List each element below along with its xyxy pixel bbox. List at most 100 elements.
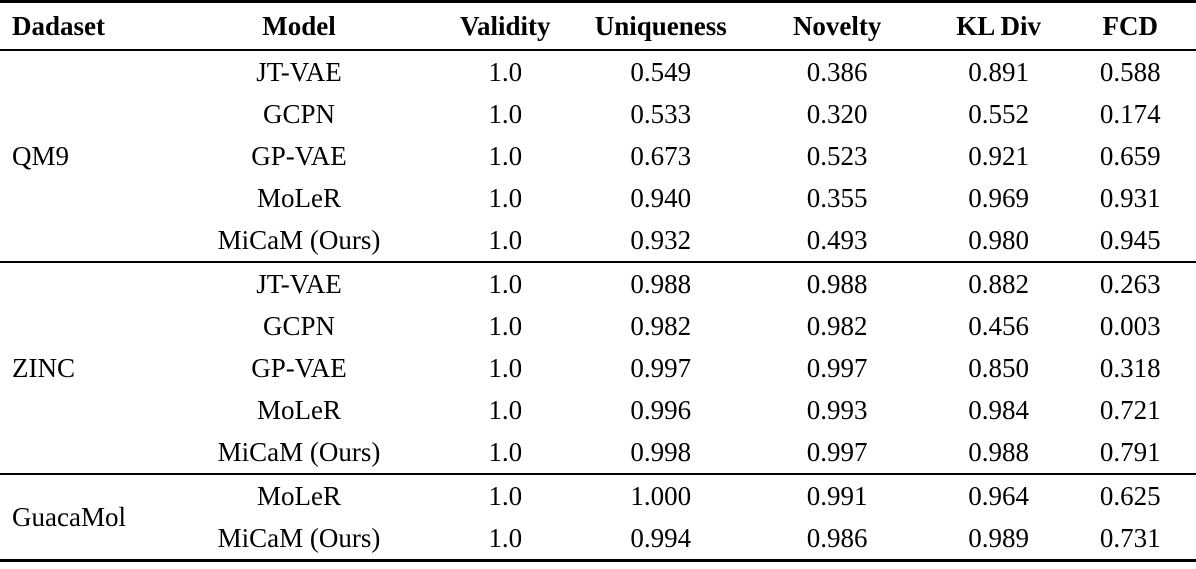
validity-cell: 1.0 <box>488 437 523 467</box>
kl-div-cell: 0.980 <box>968 225 1029 255</box>
validity-cell: 1.0 <box>488 183 523 213</box>
kl-div-cell: 0.882 <box>968 269 1029 299</box>
novelty-cell: 0.993 <box>806 395 868 425</box>
fcd-cell: 0.945 <box>1099 225 1161 255</box>
table-row: MoLeR 1.0 0.940 0.355 0.969 0.931 <box>0 177 1196 219</box>
validity-cell: 1.0 <box>488 99 523 129</box>
validity-cell: 1.0 <box>488 481 523 511</box>
table-row: GuacaMol MoLeR 1.0 1.000 0.991 0.964 0.6… <box>0 474 1196 532</box>
header-uniqueness: Uniqueness <box>594 11 727 41</box>
model-cell: MiCaM (Ours) <box>217 225 381 255</box>
validity-cell: 1.0 <box>488 523 523 553</box>
novelty-cell: 0.386 <box>806 57 868 87</box>
validity-cell: 1.0 <box>488 311 523 341</box>
uniqueness-cell: 0.982 <box>630 311 692 341</box>
novelty-cell: 0.991 <box>806 481 868 511</box>
validity-cell: 1.0 <box>488 141 523 171</box>
fcd-cell: 0.318 <box>1099 353 1161 383</box>
fcd-cell: 0.588 <box>1099 57 1161 87</box>
model-cell: JT-VAE <box>256 57 342 87</box>
novelty-cell: 0.986 <box>806 523 868 553</box>
header-model: Model <box>262 11 336 41</box>
uniqueness-cell: 0.994 <box>630 523 692 553</box>
uniqueness-cell: 0.549 <box>630 57 692 87</box>
kl-div-cell: 0.850 <box>968 353 1029 383</box>
uniqueness-cell: 0.998 <box>630 437 692 467</box>
novelty-cell: 0.988 <box>806 269 868 299</box>
model-cell: GCPN <box>262 311 335 341</box>
novelty-cell: 0.982 <box>806 311 868 341</box>
model-cell: MoLeR <box>256 395 341 425</box>
group-qm9: QM9 JT-VAE 1.0 0.549 0.386 0.891 0.588 G… <box>0 50 1196 262</box>
uniqueness-cell: 0.533 <box>630 99 692 129</box>
novelty-cell: 0.493 <box>806 225 868 255</box>
header-fcd: FCD <box>1102 11 1158 41</box>
header-novelty: Novelty <box>792 11 882 41</box>
validity-cell: 1.0 <box>488 269 523 299</box>
header-dataset: Dadaset <box>12 11 105 41</box>
model-cell: MiCaM (Ours) <box>217 437 381 467</box>
fcd-cell: 0.659 <box>1099 141 1161 171</box>
table-row: GP-VAE 1.0 0.997 0.997 0.850 0.318 <box>0 347 1196 389</box>
novelty-cell: 0.997 <box>806 353 868 383</box>
kl-div-cell: 0.552 <box>968 99 1029 129</box>
kl-div-cell: 0.964 <box>968 481 1029 511</box>
kl-div-cell: 0.988 <box>968 437 1029 467</box>
validity-cell: 1.0 <box>488 395 523 425</box>
uniqueness-cell: 0.673 <box>630 141 692 171</box>
uniqueness-cell: 0.996 <box>630 395 692 425</box>
group-guacamol: GuacaMol MoLeR 1.0 1.000 0.991 0.964 0.6… <box>0 474 1196 561</box>
uniqueness-cell: 1.000 <box>630 481 692 511</box>
fcd-cell: 0.174 <box>1099 99 1161 129</box>
group-zinc: ZINC JT-VAE 1.0 0.988 0.988 0.882 0.263 … <box>0 262 1196 474</box>
uniqueness-cell: 0.932 <box>630 225 692 255</box>
table-row: MiCaM (Ours) 1.0 0.932 0.493 0.980 0.945 <box>0 219 1196 262</box>
table-row: QM9 JT-VAE 1.0 0.549 0.386 0.891 0.588 <box>0 50 1196 171</box>
kl-div-cell: 0.989 <box>968 523 1029 553</box>
model-cell: GP-VAE <box>251 353 347 383</box>
kl-div-cell: 0.891 <box>968 57 1029 87</box>
novelty-cell: 0.320 <box>806 99 868 129</box>
kl-div-cell: 0.456 <box>968 311 1029 341</box>
table-row: GCPN 1.0 0.533 0.320 0.552 0.174 <box>0 93 1196 135</box>
model-cell: GP-VAE <box>251 141 347 171</box>
header-row: Dadaset Model Validity Uniqueness Novelt… <box>0 2 1196 51</box>
dataset-label: GuacaMol <box>12 502 126 532</box>
fcd-cell: 0.791 <box>1099 437 1161 467</box>
validity-cell: 1.0 <box>488 225 523 255</box>
table-row: GCPN 1.0 0.982 0.982 0.456 0.003 <box>0 305 1196 347</box>
kl-div-cell: 0.969 <box>968 183 1029 213</box>
uniqueness-cell: 0.988 <box>630 269 692 299</box>
model-cell: GCPN <box>262 99 335 129</box>
fcd-cell: 0.931 <box>1099 183 1161 213</box>
fcd-cell: 0.263 <box>1099 269 1161 299</box>
uniqueness-cell: 0.997 <box>630 353 692 383</box>
validity-cell: 1.0 <box>488 353 523 383</box>
model-cell: MiCaM (Ours) <box>217 523 381 553</box>
uniqueness-cell: 0.940 <box>630 183 692 213</box>
fcd-cell: 0.625 <box>1099 481 1161 511</box>
dataset-label: QM9 <box>12 141 70 171</box>
kl-div-cell: 0.921 <box>968 141 1029 171</box>
novelty-cell: 0.997 <box>806 437 868 467</box>
fcd-cell: 0.731 <box>1099 523 1161 553</box>
header-validity: Validity <box>460 11 551 41</box>
model-cell: MoLeR <box>256 183 341 213</box>
dataset-label: ZINC <box>12 353 75 383</box>
header-kl-div: KL Div <box>956 11 1042 41</box>
fcd-cell: 0.721 <box>1099 395 1161 425</box>
table-row: MiCaM (Ours) 1.0 0.994 0.986 0.989 0.731 <box>0 517 1196 561</box>
table-row: MoLeR 1.0 0.996 0.993 0.984 0.721 <box>0 389 1196 431</box>
table-header: Dadaset Model Validity Uniqueness Novelt… <box>0 2 1196 51</box>
kl-div-cell: 0.984 <box>968 395 1029 425</box>
fcd-cell: 0.003 <box>1099 311 1161 341</box>
table-row: GP-VAE 1.0 0.673 0.523 0.921 0.659 <box>0 135 1196 177</box>
model-cell: MoLeR <box>256 481 341 511</box>
novelty-cell: 0.523 <box>806 141 868 171</box>
validity-cell: 1.0 <box>488 57 523 87</box>
novelty-cell: 0.355 <box>806 183 868 213</box>
table-row: ZINC JT-VAE 1.0 0.988 0.988 0.882 0.263 <box>0 262 1196 383</box>
model-cell: JT-VAE <box>256 269 342 299</box>
table-row: MiCaM (Ours) 1.0 0.998 0.997 0.988 0.791 <box>0 431 1196 474</box>
